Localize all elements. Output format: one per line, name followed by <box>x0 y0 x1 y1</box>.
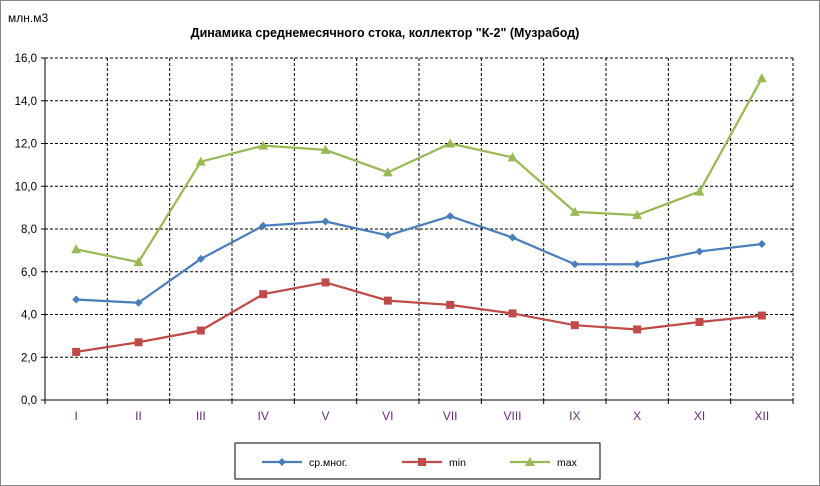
series-line-max <box>75 77 763 264</box>
x-tick-label: VI <box>382 409 393 423</box>
x-tick-label: X <box>633 409 641 423</box>
data-point-max <box>445 138 456 148</box>
data-point-min <box>695 317 704 326</box>
data-point-max <box>133 257 144 267</box>
y-tick-label: 10,0 <box>15 181 37 193</box>
data-point-- <box>259 221 268 230</box>
y-tick-label: 8,0 <box>21 224 37 236</box>
data-point-max <box>507 152 518 162</box>
y-tick-label: 16,0 <box>15 53 37 65</box>
data-point-- <box>570 260 579 269</box>
data-point-- <box>446 212 455 221</box>
x-tick-label: II <box>135 409 142 423</box>
x-tick-label: VII <box>443 409 458 423</box>
x-tick-label: XII <box>754 409 769 423</box>
data-point-min <box>633 325 642 334</box>
data-point-max <box>258 140 269 150</box>
data-point-min <box>446 300 455 309</box>
data-point-- <box>383 231 392 240</box>
series-line-min <box>75 281 762 354</box>
data-point-- <box>196 254 205 263</box>
legend-label-max: max <box>557 457 578 469</box>
data-point-min <box>570 321 579 330</box>
data-point-- <box>134 298 143 307</box>
legend: ср.мног. min max <box>234 442 601 480</box>
data-point-- <box>508 233 517 242</box>
y-tick-label: 6,0 <box>21 267 37 279</box>
data-point-- <box>633 260 642 269</box>
legend-marker-max <box>525 457 535 466</box>
legend-label--: ср.мног. <box>309 457 347 469</box>
data-point-min <box>508 309 517 318</box>
data-point-- <box>72 295 81 304</box>
y-tick-label: 2,0 <box>21 352 37 364</box>
data-point-- <box>695 247 704 256</box>
x-tick-label: IV <box>257 409 268 423</box>
legend-marker-min <box>418 458 426 466</box>
data-point-min <box>383 296 392 305</box>
legend-marker-- <box>278 458 286 466</box>
x-tick-label: VIII <box>503 409 521 423</box>
data-point-- <box>321 217 330 226</box>
data-point-min <box>259 290 268 299</box>
chart-title: Динамика среднемесячного стока, коллекто… <box>191 26 580 40</box>
plot-area: 0,02,04,06,08,010,012,014,016,0I II III IV V… <box>15 53 794 423</box>
data-point-min <box>196 326 205 335</box>
x-tick-label: III <box>196 409 206 423</box>
x-tick-label: I <box>74 409 77 423</box>
y-axis-label: млн.м3 <box>8 11 48 25</box>
data-point-max <box>71 244 82 254</box>
data-point-max <box>756 73 767 83</box>
y-tick-label: 4,0 <box>21 310 37 322</box>
data-point-max <box>320 144 331 154</box>
data-point-max <box>632 210 643 220</box>
y-tick-label: 12,0 <box>15 139 37 151</box>
data-point-min <box>72 347 81 356</box>
x-tick-label: XI <box>694 409 705 423</box>
data-point-min <box>321 278 330 287</box>
legend-label-min: min <box>449 457 466 469</box>
data-point-min <box>757 311 766 320</box>
data-point-max <box>382 167 393 177</box>
data-point-max <box>195 156 206 166</box>
y-tick-label: 0,0 <box>21 395 37 407</box>
series-line-- <box>76 215 762 304</box>
data-point-min <box>134 338 143 347</box>
x-tick-label: IX <box>569 409 580 423</box>
data-point-- <box>757 239 766 248</box>
x-tick-label: V <box>321 409 329 423</box>
y-tick-label: 14,0 <box>15 96 37 108</box>
data-point-max <box>569 206 580 216</box>
data-point-max <box>694 186 705 196</box>
